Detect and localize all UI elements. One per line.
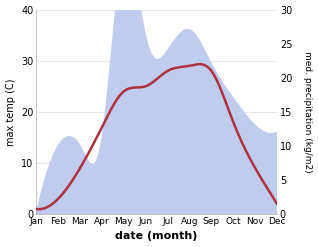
Y-axis label: med. precipitation (kg/m2): med. precipitation (kg/m2) bbox=[303, 51, 313, 173]
Y-axis label: max temp (C): max temp (C) bbox=[5, 78, 16, 145]
X-axis label: date (month): date (month) bbox=[115, 231, 198, 242]
